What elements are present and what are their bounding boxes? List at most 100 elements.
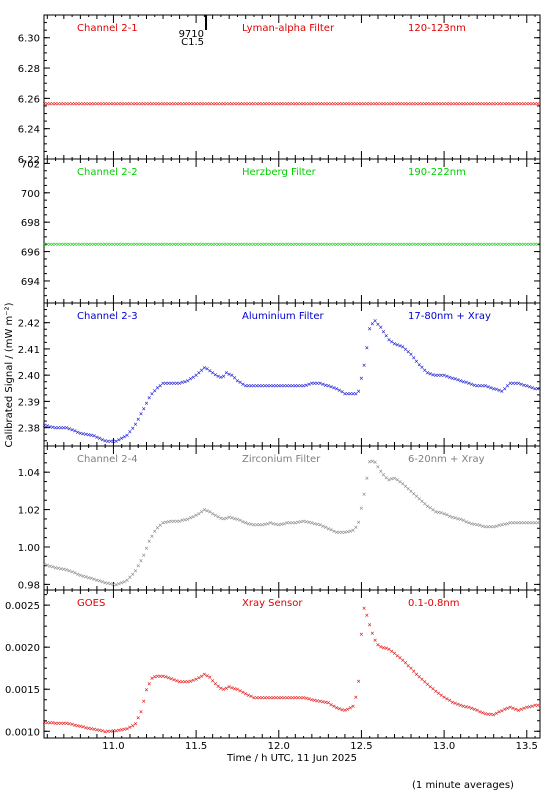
data-point: × xyxy=(533,702,537,710)
data-point: × xyxy=(136,100,140,108)
data-point: × xyxy=(266,100,270,108)
data-point: × xyxy=(70,721,74,729)
y-tick-label: 1.04 xyxy=(18,468,40,479)
data-point: × xyxy=(142,241,146,249)
data-point: × xyxy=(155,384,159,392)
y-tick-label: 1.00 xyxy=(18,543,40,554)
data-point: × xyxy=(73,427,77,435)
data-point: × xyxy=(59,565,63,573)
data-point: × xyxy=(469,520,473,528)
data-point: × xyxy=(73,569,77,577)
data-point: × xyxy=(409,241,413,249)
data-point: × xyxy=(365,474,369,482)
data-point: × xyxy=(208,508,212,516)
data-point: × xyxy=(205,507,209,515)
data-point: × xyxy=(62,719,66,727)
data-point: × xyxy=(277,100,281,108)
data-point: × xyxy=(406,485,410,493)
data-point: × xyxy=(161,519,165,527)
data-point: × xyxy=(304,241,308,249)
data-point: × xyxy=(456,100,460,108)
data-point: × xyxy=(365,344,369,352)
data-point: × xyxy=(442,693,446,701)
data-point: × xyxy=(166,518,170,526)
data-point: × xyxy=(481,382,485,390)
data-point: × xyxy=(497,708,501,716)
data-point: × xyxy=(379,324,383,332)
data-point: × xyxy=(75,100,79,108)
data-point: × xyxy=(525,519,529,527)
data-point: × xyxy=(274,382,278,390)
data-point: × xyxy=(508,100,512,108)
data-point: × xyxy=(235,241,239,249)
data-point: × xyxy=(417,673,421,681)
data-point: × xyxy=(478,708,482,716)
data-point: × xyxy=(92,575,96,583)
data-point: × xyxy=(268,382,272,390)
data-point: × xyxy=(177,380,181,388)
data-point: × xyxy=(318,100,322,108)
data-point: × xyxy=(492,385,496,393)
data-point: × xyxy=(503,520,507,528)
data-point: × xyxy=(464,100,468,108)
data-point: × xyxy=(312,241,316,249)
x-tick-label: 13.0 xyxy=(433,741,455,752)
data-point: × xyxy=(414,492,418,500)
data-point: × xyxy=(161,672,165,680)
data-point: × xyxy=(97,727,101,735)
data-point: × xyxy=(439,241,443,249)
data-point: × xyxy=(354,100,358,108)
data-point: × xyxy=(511,380,515,388)
data-point: × xyxy=(453,375,457,383)
data-point: × xyxy=(219,241,223,249)
data-point: × xyxy=(486,710,490,718)
data-point: × xyxy=(296,241,300,249)
data-point: × xyxy=(172,100,176,108)
data-point: × xyxy=(329,241,333,249)
data-point: × xyxy=(519,706,523,714)
data-point: × xyxy=(164,673,168,681)
data-point: × xyxy=(263,241,267,249)
data-point: × xyxy=(238,517,242,525)
data-point: × xyxy=(337,529,341,537)
data-point: × xyxy=(464,518,468,526)
data-point: × xyxy=(224,241,228,249)
data-point: × xyxy=(414,241,418,249)
data-point: × xyxy=(246,100,250,108)
data-point: × xyxy=(131,570,135,578)
data-point: × xyxy=(354,524,358,532)
data-point: × xyxy=(359,631,363,639)
data-point: × xyxy=(301,382,305,390)
data-point: × xyxy=(381,100,385,108)
data-point: × xyxy=(296,382,300,390)
data-point: × xyxy=(172,380,176,388)
y-tick-label: 0.98 xyxy=(18,580,40,591)
data-point: × xyxy=(301,517,305,525)
data-point: × xyxy=(381,328,385,336)
data-point: × xyxy=(370,630,374,638)
data-point: × xyxy=(326,100,330,108)
data-point: × xyxy=(458,515,462,523)
data-point: × xyxy=(100,436,104,444)
data-point: × xyxy=(447,697,451,705)
data-point: × xyxy=(431,506,435,514)
data-point: × xyxy=(166,241,170,249)
data-point: × xyxy=(155,672,159,680)
data-point: × xyxy=(219,374,223,382)
data-point: × xyxy=(122,100,126,108)
data-point: × xyxy=(475,241,479,249)
data-point: × xyxy=(164,100,168,108)
y-tick-label: 2.38 xyxy=(18,424,40,435)
data-point: × xyxy=(359,375,363,383)
data-point: × xyxy=(458,241,462,249)
data-point: × xyxy=(263,694,267,702)
data-point: × xyxy=(387,476,391,484)
data-point: × xyxy=(299,382,303,390)
data-point: × xyxy=(183,516,187,524)
y-tick-label: 0.0025 xyxy=(5,601,40,612)
data-point: × xyxy=(131,424,135,432)
band-label: 190-222nm xyxy=(408,167,466,178)
data-point: × xyxy=(439,100,443,108)
data-point: × xyxy=(86,241,90,249)
data-point: × xyxy=(260,241,264,249)
